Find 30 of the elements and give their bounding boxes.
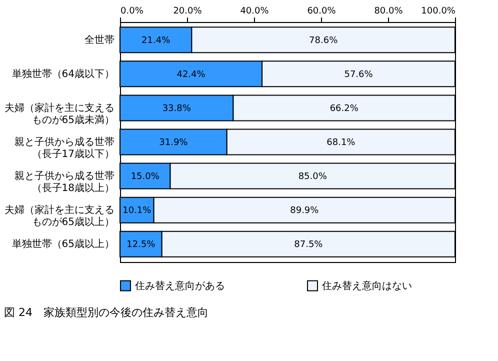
y-tick-label: 夫婦（家計を主に支えるものが65歳未満）	[4, 102, 114, 126]
data-label: 21.4%	[142, 36, 171, 46]
data-label: 33.8%	[162, 104, 192, 114]
legend-label: 住み替え意向はない	[322, 280, 412, 292]
y-tick-label: 単独世帯（65歳以上）	[12, 238, 114, 250]
x-tick-label: 60.0%	[307, 6, 336, 16]
data-label: 85.0%	[298, 172, 328, 182]
y-tick-label: 親と子供から成る世帯（長子17歳以下）	[14, 136, 114, 160]
y-tick-label: 単独世帯（64歳以下）	[12, 68, 114, 80]
data-label: 87.5%	[294, 240, 324, 250]
x-tick-label: 0.0%	[120, 6, 144, 16]
y-tick-label: 夫婦（家計を主に支えるものが65歳以上）	[4, 204, 114, 228]
data-label: 57.6%	[344, 70, 374, 80]
data-label: 68.1%	[326, 138, 356, 148]
x-tick-label: 40.0%	[240, 6, 270, 16]
text: 図 24 家族類型別の今後の住み替え意向	[4, 306, 208, 319]
data-label: 10.1%	[122, 206, 152, 216]
data-label: 12.5%	[126, 240, 156, 250]
data-label: 89.9%	[290, 206, 320, 216]
legend-label: 住み替え意向がある	[135, 280, 225, 292]
data-label: 42.4%	[176, 70, 206, 80]
data-label: 78.6%	[309, 36, 338, 46]
y-tick-label: 親と子供から成る世帯（長子18歳以上）	[14, 170, 114, 194]
x-tick-label: 100.0%	[421, 6, 456, 16]
data-label: 66.2%	[330, 104, 359, 114]
data-label: 15.0%	[130, 172, 160, 182]
data-label: 31.9%	[159, 138, 188, 148]
x-tick-label: 20.0%	[173, 6, 202, 16]
x-tick-label: 80.0%	[374, 6, 404, 16]
y-tick-label: 全世帯	[84, 34, 114, 46]
